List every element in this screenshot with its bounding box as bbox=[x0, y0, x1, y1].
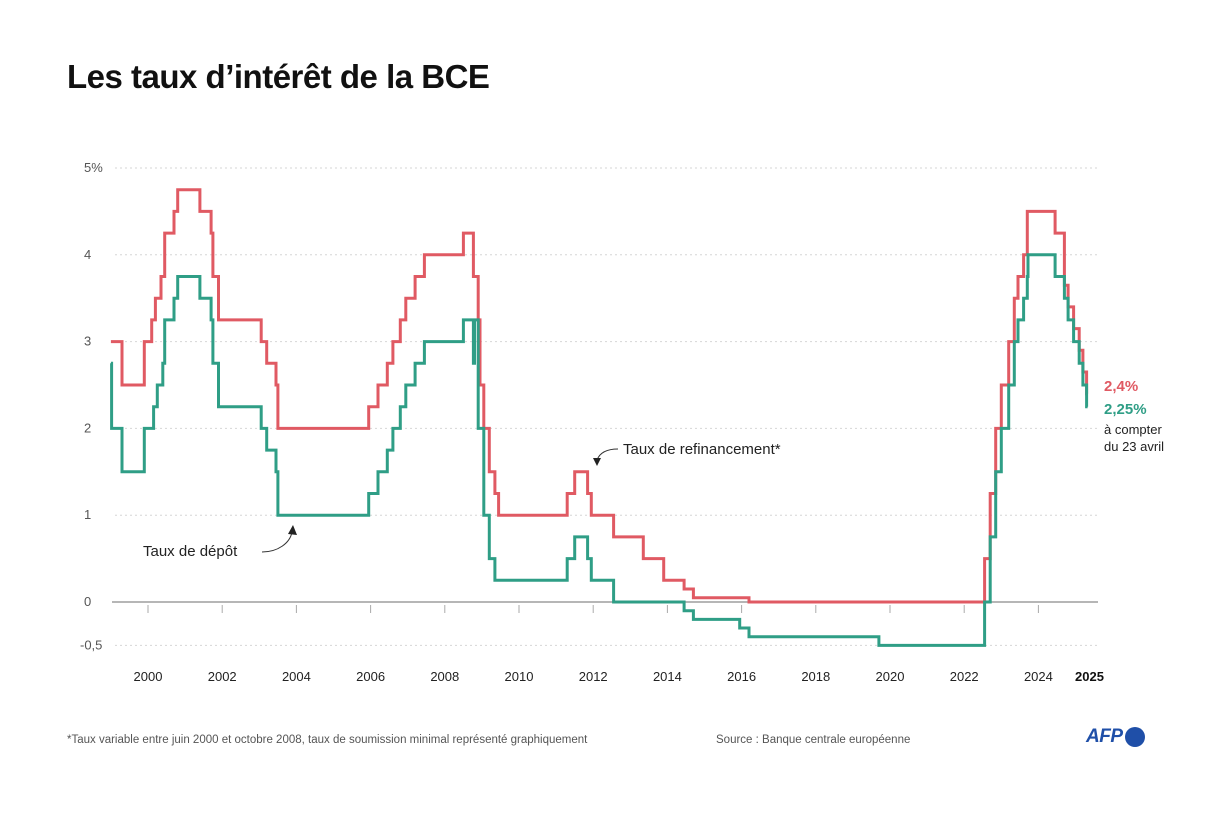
x-tick-label: 2004 bbox=[282, 669, 311, 684]
afp-logo-dot-icon bbox=[1124, 727, 1145, 747]
refi-annotation-label: Taux de refinancement* bbox=[623, 441, 781, 458]
y-tick-label: 2 bbox=[84, 420, 91, 435]
y-tick-label: 0 bbox=[84, 594, 91, 609]
arrow-head-icon bbox=[593, 458, 601, 466]
x-tick-label: 2000 bbox=[134, 669, 163, 684]
y-tick-label: 5% bbox=[84, 160, 103, 175]
afp-logo: AFP bbox=[1086, 726, 1145, 748]
end-label-refi: 2,4% bbox=[1104, 378, 1138, 395]
arrow-head-icon bbox=[288, 525, 297, 535]
x-tick-label: 2022 bbox=[950, 669, 979, 684]
y-axis-ticks: 5% 4 3 2 1 0 -0,5 bbox=[80, 160, 103, 652]
source-credit: Source : Banque centrale européenne bbox=[716, 734, 911, 746]
refinancing-rate-line bbox=[110, 188, 1089, 604]
depot-annotation-arrow bbox=[261, 531, 293, 553]
y-tick-label: 4 bbox=[84, 247, 91, 262]
end-note-line1: à compter bbox=[1104, 422, 1162, 437]
end-note-line2: du 23 avril bbox=[1104, 439, 1164, 454]
x-tick-label: 2024 bbox=[1024, 669, 1053, 684]
y-tick-label: 1 bbox=[84, 507, 91, 522]
x-tick-label: 2006 bbox=[356, 669, 385, 684]
x-tick-label: 2008 bbox=[430, 669, 459, 684]
x-tick-label: 2012 bbox=[579, 669, 608, 684]
afp-logo-text: AFP bbox=[1086, 726, 1123, 747]
x-tick-label: 2010 bbox=[505, 669, 534, 684]
deposit-rate-line bbox=[110, 253, 1089, 647]
chart-title: Les taux d’intérêt de la BCE bbox=[67, 58, 490, 95]
footnote: *Taux variable entre juin 2000 et octobr… bbox=[67, 734, 588, 746]
x-tick-label: 2002 bbox=[208, 669, 237, 684]
x-tick-label: 2016 bbox=[727, 669, 756, 684]
x-tick-label: 2025 bbox=[1075, 669, 1104, 684]
depot-annotation-label: Taux de dépôt bbox=[143, 543, 238, 560]
x-tick-label: 2014 bbox=[653, 669, 682, 684]
y-tick-label: -0,5 bbox=[80, 637, 102, 652]
x-tick-label: 2020 bbox=[876, 669, 905, 684]
x-axis-ticks: 2000 2002 2004 2006 2008 2010 2012 2014 2016 2018… bbox=[134, 605, 1104, 684]
end-label-depot: 2,25% bbox=[1104, 401, 1147, 418]
y-tick-label: 3 bbox=[84, 334, 91, 349]
x-tick-label: 2018 bbox=[801, 669, 830, 684]
